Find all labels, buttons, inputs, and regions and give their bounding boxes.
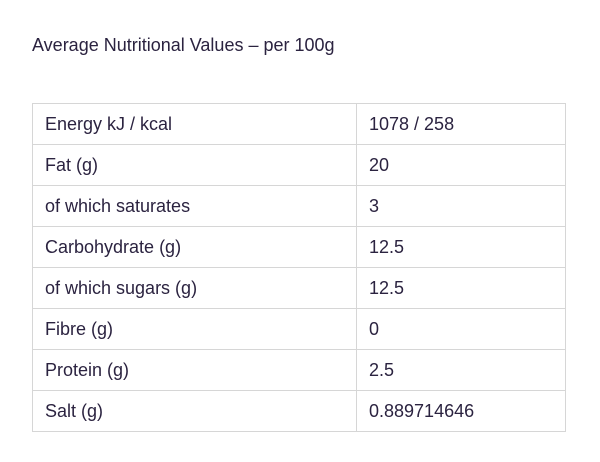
table-row: Carbohydrate (g) 12.5 xyxy=(32,226,566,268)
table-row: Fibre (g) 0 xyxy=(32,308,566,350)
nutrient-label: Salt (g) xyxy=(32,390,357,432)
nutrient-value: 12.5 xyxy=(356,267,566,309)
nutrient-label: Fat (g) xyxy=(32,144,357,186)
nutrient-label: Energy kJ / kcal xyxy=(32,103,357,145)
nutrition-heading: Average Nutritional Values – per 100g xyxy=(32,35,335,55)
table-row: of which sugars (g) 12.5 xyxy=(32,267,566,309)
nutrient-label: Fibre (g) xyxy=(32,308,357,350)
nutrient-value: 12.5 xyxy=(356,226,566,268)
nutrient-value: 3 xyxy=(356,185,566,227)
nutrient-label: of which saturates xyxy=(32,185,357,227)
table-row: Salt (g) 0.889714646 xyxy=(32,390,566,432)
nutrient-value: 20 xyxy=(356,144,566,186)
table-row: Fat (g) 20 xyxy=(32,144,566,186)
table-row: of which saturates 3 xyxy=(32,185,566,227)
nutrient-label: Protein (g) xyxy=(32,349,357,391)
table-row: Protein (g) 2.5 xyxy=(32,349,566,391)
nutrient-label: of which sugars (g) xyxy=(32,267,357,309)
nutrient-value: 1078 / 258 xyxy=(356,103,566,145)
nutrition-table: Energy kJ / kcal 1078 / 258 Fat (g) 20 o… xyxy=(32,103,566,432)
nutrient-label: Carbohydrate (g) xyxy=(32,226,357,268)
nutrient-value: 2.5 xyxy=(356,349,566,391)
nutrient-value: 0 xyxy=(356,308,566,350)
table-row: Energy kJ / kcal 1078 / 258 xyxy=(32,103,566,145)
nutrient-value: 0.889714646 xyxy=(356,390,566,432)
